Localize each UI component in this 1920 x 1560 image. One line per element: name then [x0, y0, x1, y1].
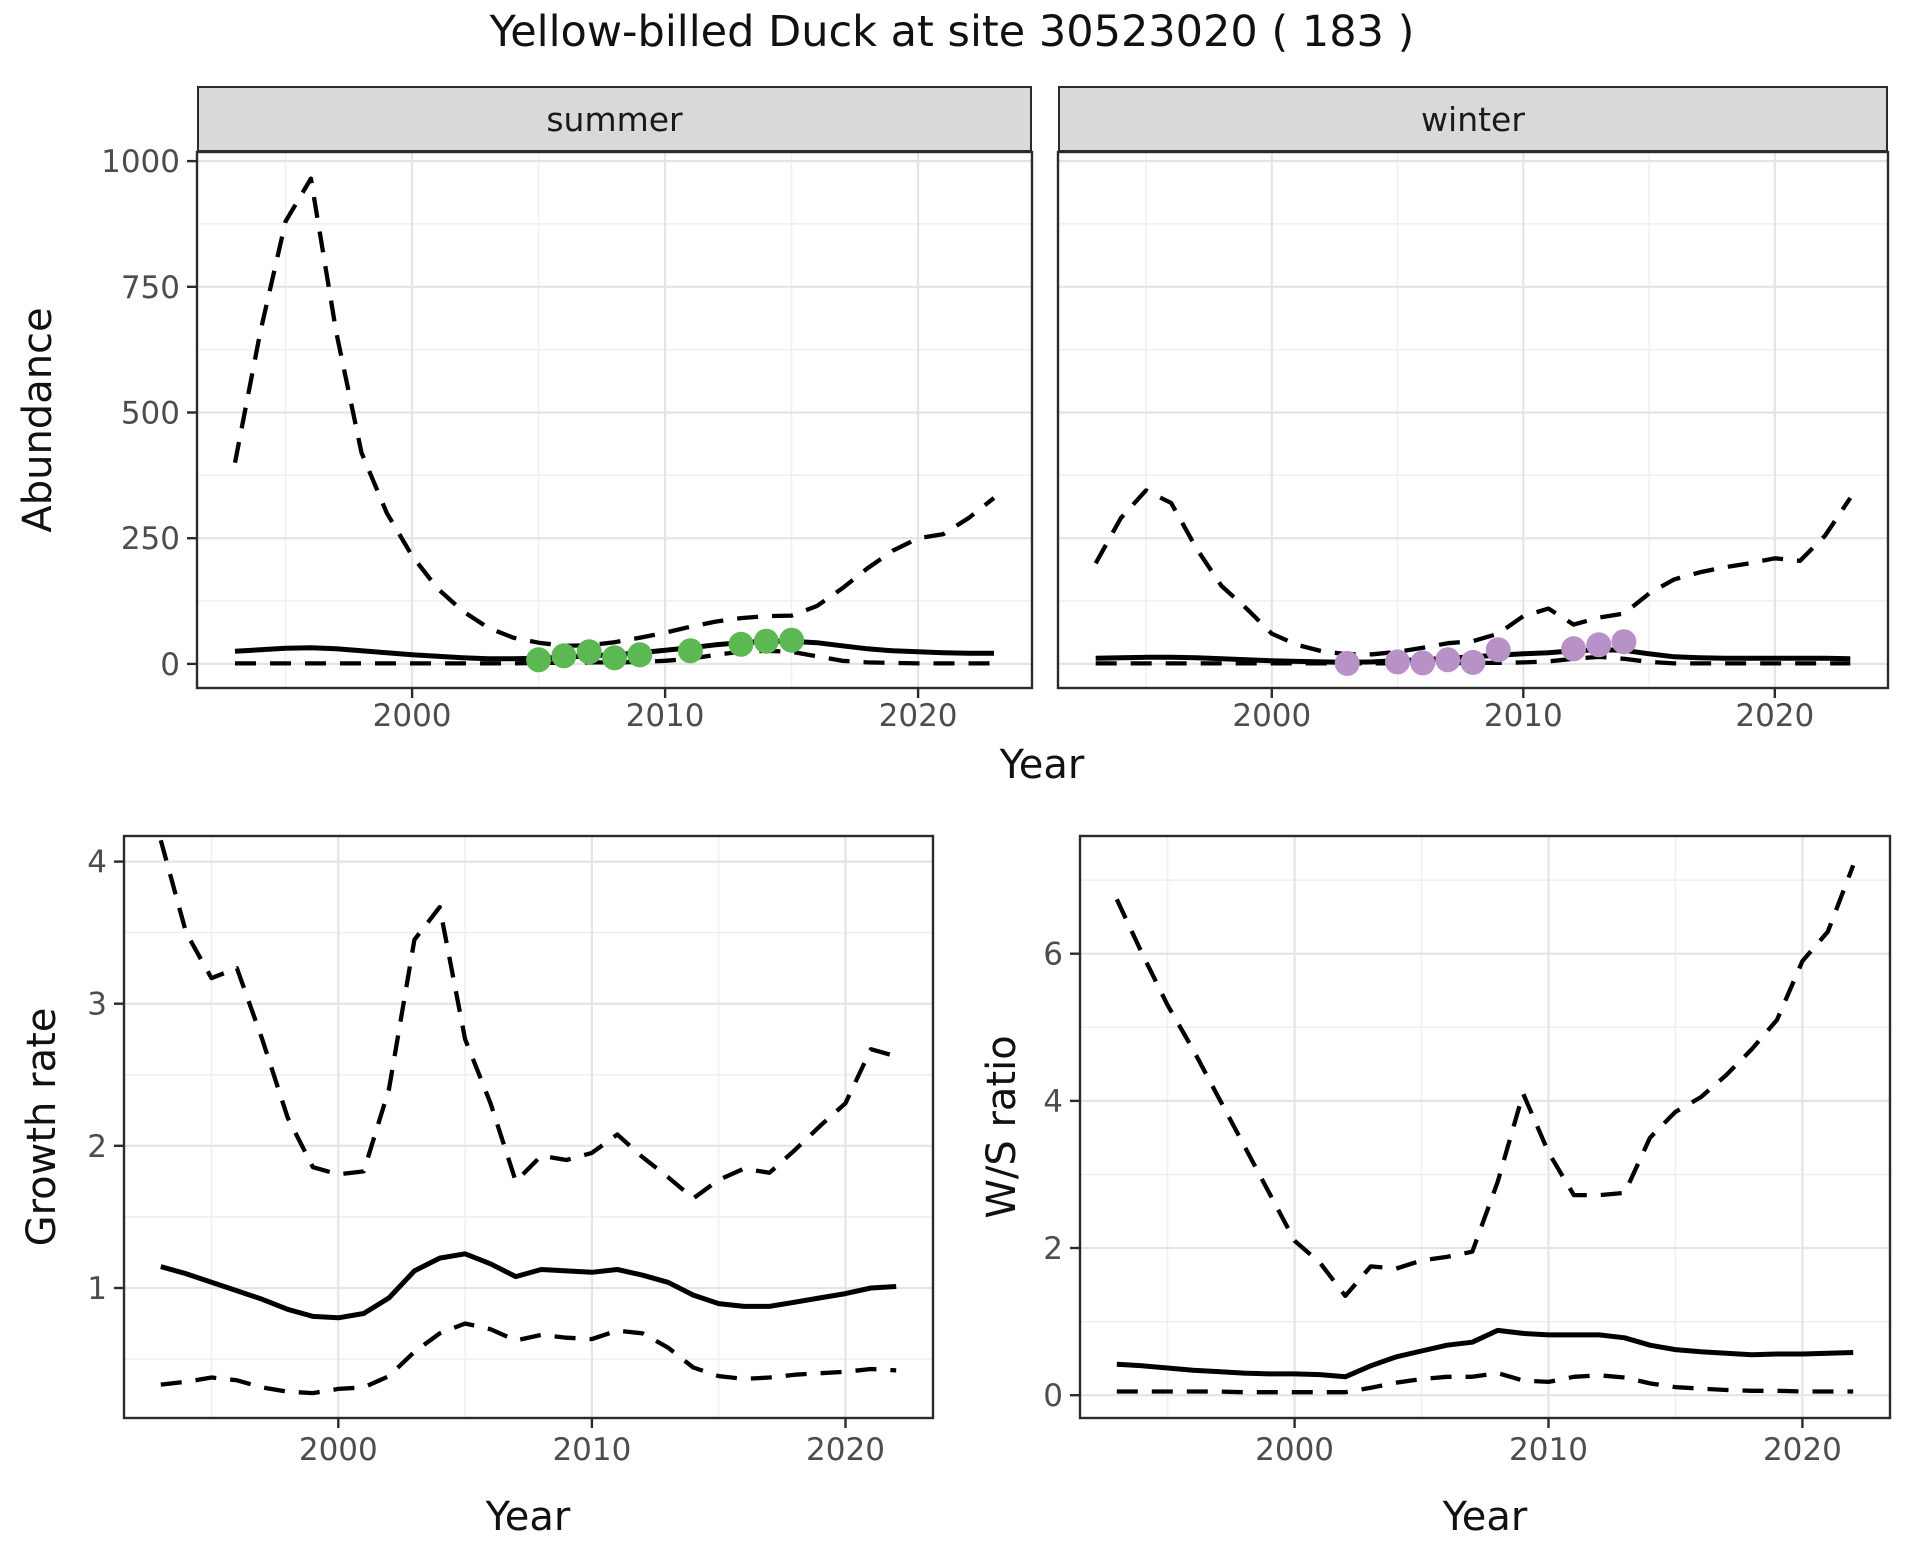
ws-year-axis-title: Year	[1442, 1494, 1528, 1540]
ws_ratio-median-line	[1116, 1327, 1854, 1380]
abundance_winter-observations-point	[1385, 649, 1410, 675]
ws_ratio-panel-border	[1078, 834, 1892, 1420]
abundance_summer-panel-bg	[197, 152, 1032, 688]
abundance_summer-y-tick-label: 250	[121, 521, 180, 557]
growth_rate-median-line	[160, 1251, 897, 1321]
facet-strip-winter: winter	[1058, 86, 1888, 152]
abundance_winter-observations-point	[1611, 629, 1637, 655]
abundance_summer-upper95-line	[232, 176, 996, 648]
abundance_summer-lower95-line	[235, 648, 994, 666]
abundance_summer-observations-point	[576, 639, 602, 665]
ws_ratio-y-tick-label: 6	[1043, 937, 1063, 973]
abundance_summer-observations-point	[728, 631, 754, 657]
abundance_summer-x-tick-label: 2010	[626, 698, 705, 734]
chart-title: Yellow-billed Duck at site 30523020 ( 18…	[489, 7, 1415, 57]
growth_rate-x-tick-label: 2000	[299, 1432, 378, 1468]
abundance_summer-observations-point	[677, 638, 703, 664]
abundance_summer-observations-point	[526, 647, 552, 673]
growth_rate-y-tick-label: 4	[87, 845, 107, 881]
abundance_winter-observations-point	[1485, 637, 1511, 663]
growth_rate-x-tick-label: 2010	[552, 1432, 631, 1468]
growth-year-axis-title: Year	[485, 1494, 571, 1540]
abundance_winter-x-tick-label: 2010	[1484, 698, 1563, 734]
ws_ratio-y-tick-label: 2	[1043, 1231, 1063, 1267]
abundance_summer-panel-border	[195, 150, 1034, 690]
growth_rate-x-tick-label: 2020	[806, 1432, 885, 1468]
abundance_summer-y-tick-label: 500	[121, 396, 180, 432]
growth_rate-upper95-line	[158, 839, 897, 1201]
growth_rate-panel-border	[122, 834, 935, 1420]
abundance_summer-y-tick-label: 750	[121, 270, 180, 306]
abundance_winter-observations-point	[1435, 647, 1461, 673]
ws_ratio-panel-bg	[1080, 836, 1890, 1418]
abundance_winter-panel-bg	[1058, 152, 1888, 688]
abundance_summer-observations-point	[551, 643, 577, 669]
abundance_winter-panel-border	[1056, 150, 1890, 690]
ws_ratio-x-tick-label: 2010	[1509, 1432, 1588, 1468]
abundance_winter-upper95-line	[1093, 488, 1853, 657]
growth_rate-y-tick-label: 2	[87, 1129, 107, 1165]
abundance_winter-lower95-line	[1095, 654, 1851, 666]
abundance_winter-observations-point	[1410, 650, 1436, 676]
ws_ratio-lower95-line	[1116, 1370, 1854, 1395]
growth_rate-lower95-line	[160, 1321, 897, 1396]
abundance_winter-x-tick-label: 2000	[1232, 698, 1311, 734]
abundance_winter-observations-point	[1460, 649, 1486, 675]
ws_ratio-x-tick-label: 2020	[1763, 1432, 1842, 1468]
abundance_winter-observations-point	[1334, 650, 1360, 676]
abundance_summer-y-tick-label: 0	[160, 647, 180, 683]
abundance_winter-x-tick-label: 2020	[1735, 698, 1814, 734]
abundance_summer-observations-point	[602, 645, 627, 671]
abundance_winter-observations-point	[1561, 636, 1587, 662]
abundance_winter-observations-point	[1586, 632, 1612, 658]
top-year-axis-title: Year	[999, 742, 1085, 788]
growth_rate-y-tick-label: 1	[87, 1271, 107, 1307]
abundance_summer-y-tick-label: 1000	[101, 144, 180, 180]
growth_rate-y-tick-label: 3	[87, 987, 107, 1023]
ws_ratio-x-tick-label: 2000	[1255, 1432, 1334, 1468]
abundance_summer-observations-point	[753, 628, 779, 654]
ws_ratio-y-tick-label: 4	[1043, 1084, 1063, 1120]
ws_ratio-upper95-line	[1114, 864, 1856, 1299]
abundance_summer-x-tick-label: 2020	[879, 698, 958, 734]
growth_rate-panel-bg	[124, 836, 933, 1418]
abundance_summer-observations-point	[779, 627, 805, 653]
facet-strip-summer-label: summer	[546, 99, 683, 139]
ws_ratio-y-tick-label: 0	[1043, 1378, 1063, 1414]
facet-strip-winter-label: winter	[1421, 99, 1525, 139]
facet-strip-summer: summer	[197, 86, 1032, 152]
abundance_summer-x-tick-label: 2000	[373, 698, 452, 734]
abundance_summer-observations-point	[627, 642, 653, 668]
